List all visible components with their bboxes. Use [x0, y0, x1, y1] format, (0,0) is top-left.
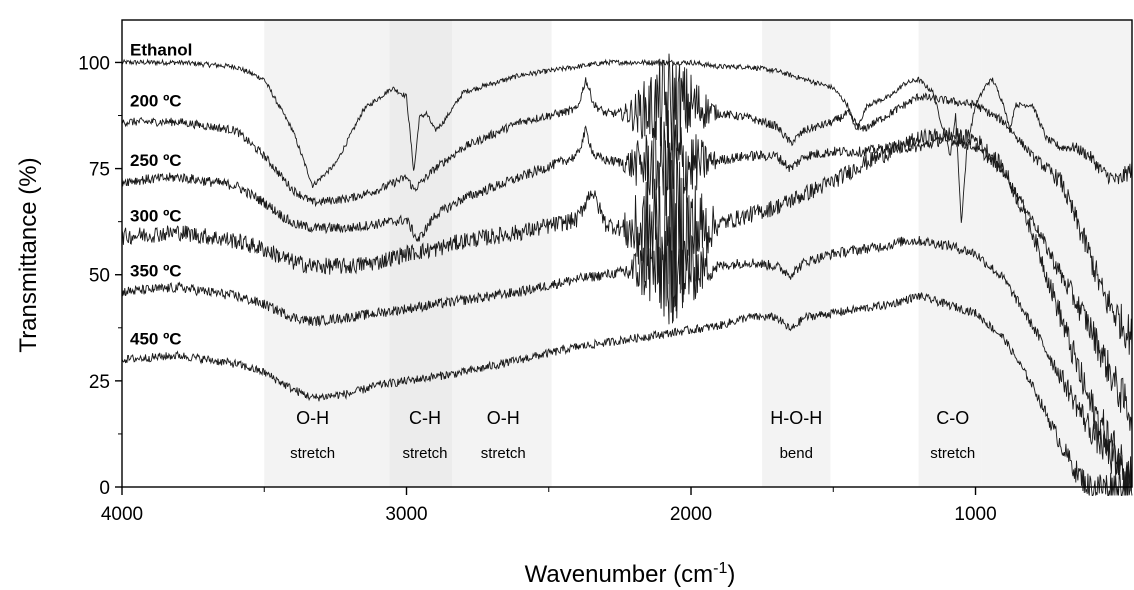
series-line-2 [121, 110, 1133, 431]
band-right-region [981, 20, 1132, 487]
series-line-0 [121, 58, 1133, 223]
band-sublabel-1: stretch [402, 445, 447, 462]
x-tick-label-1: 3000 [385, 504, 427, 525]
x-axis-title-end: ) [727, 561, 735, 588]
band-labels: O-H stretch C-H stretch O-H stretch H-O-H bend C… [290, 408, 975, 462]
series-label-1: 200 ºC [130, 92, 182, 111]
band-label-1: C-H [409, 408, 441, 428]
y-tick-label-2: 50 [89, 266, 110, 287]
band-sublabel-0: stretch [290, 445, 335, 462]
x-axis-title-sup: -1 [713, 560, 727, 577]
series-label-3: 300 ºC [130, 206, 182, 225]
series-labels: Ethanol 200 ºC 250 ºC 300 ºC 350 ºC 450 ºC [130, 41, 192, 349]
y-tick-label-0: 0 [99, 478, 110, 499]
y-tick-label-3: 75 [89, 160, 110, 181]
axes [121, 19, 1133, 488]
x-tick-label-3: 1000 [954, 504, 996, 525]
series-line-3 [121, 126, 1133, 496]
band-label-2: O-H [487, 408, 520, 428]
series-line-4 [121, 216, 1133, 496]
x-axis-title: Wavenumber (cm-1) [525, 560, 736, 588]
band-sublabel-4: stretch [930, 445, 975, 462]
absorption-bands [264, 20, 1132, 487]
band-sublabel-3: bend [780, 445, 813, 462]
band-sublabel-2: stretch [481, 445, 526, 462]
x-tick-label-0: 4000 [101, 504, 143, 525]
series-line-1 [121, 53, 1133, 355]
y-tick-label-4: 100 [78, 53, 110, 74]
plot-frame [121, 19, 1133, 488]
band-label-4: C-O [936, 408, 969, 428]
series-label-2: 250 ºC [130, 151, 182, 170]
band-label-0: O-H [296, 408, 329, 428]
band-3 [762, 20, 831, 487]
x-axis-title-main: Wavenumber (cm [525, 561, 713, 588]
ticks: 0 25 50 75 100 4000 3000 2000 1000 [78, 53, 1119, 525]
y-tick-label-1: 25 [89, 372, 110, 393]
series-label-5: 450 ºC [130, 329, 182, 348]
band-label-3: H-O-H [770, 408, 822, 428]
series-line-5 [121, 292, 1133, 496]
band-0 [264, 20, 390, 487]
band-2 [452, 20, 552, 487]
series-label-4: 350 ºC [130, 261, 182, 280]
x-tick-label-2: 2000 [670, 504, 712, 525]
series-label-0: Ethanol [130, 41, 192, 60]
spectra-series [121, 53, 1133, 496]
y-axis-title: Transmittance (%) [15, 157, 42, 352]
